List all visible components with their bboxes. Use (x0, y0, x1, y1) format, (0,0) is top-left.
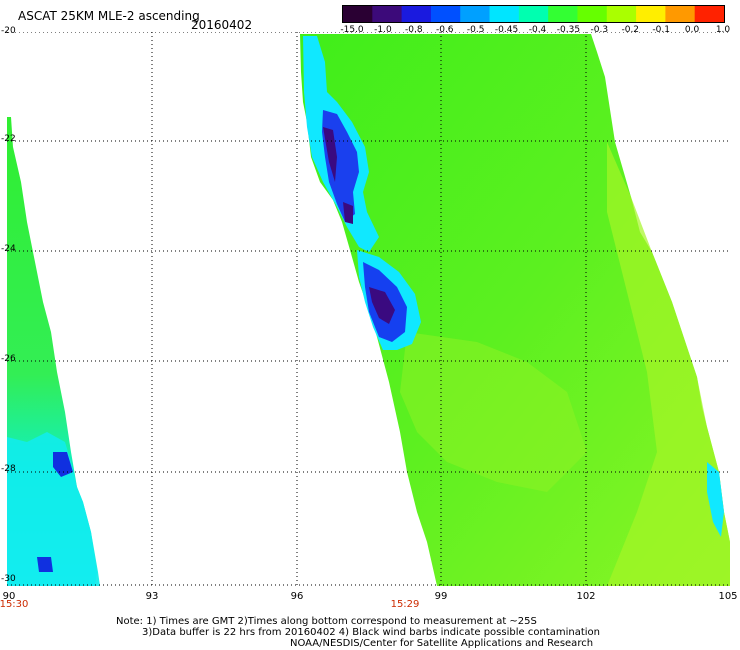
left-swath-cyan (7, 432, 97, 586)
latitude-label: -22 (1, 134, 16, 144)
colorbar-tick-label: -0.2 (621, 25, 640, 35)
longitude-label: 99 (434, 591, 448, 602)
latitude-label: -24 (1, 244, 16, 254)
colorbar-tick-label: -0.4 (528, 25, 547, 35)
cyan-edge-east (707, 462, 724, 537)
note-line-1: Note: 1) Times are GMT 2)Times along bot… (116, 616, 537, 627)
purple-feature-north (323, 127, 353, 224)
note-line-2: 3)Data buffer is 22 hrs from 20160402 4)… (142, 627, 600, 638)
main-swath (300, 34, 730, 586)
colorbar-swatch (636, 6, 666, 22)
colorbar-tick-label: 0.0 (684, 25, 700, 35)
purple-feature-south (369, 287, 395, 324)
swath-light-region-2 (400, 332, 587, 492)
colorbar-swatch (460, 6, 491, 22)
colorbar-swatch (430, 6, 461, 22)
colorbar-tick-label: -0.8 (405, 25, 423, 35)
latitude-label: -30 (1, 574, 16, 584)
colorbar-swatch (518, 6, 549, 22)
colorbar-tick-label: -0.35 (556, 25, 581, 35)
colorbar-tick-label: -0.6 (435, 25, 454, 35)
longitude-label: 90 (2, 591, 16, 602)
longitude-label: 105 (718, 591, 738, 602)
colorbar-swatch (548, 6, 578, 22)
latitude-label: -20 (1, 26, 16, 36)
colorbar-tick-label: 1.0 (715, 25, 731, 35)
note-line-3: NOAA/NESDIS/Center for Satellite Applica… (290, 638, 594, 649)
colorbar-swatch (694, 6, 724, 22)
colorbar-swatch (401, 6, 432, 22)
colorbar-swatch (606, 6, 637, 22)
colorbar-tick-label: -0.1 (652, 25, 670, 35)
graticule (7, 32, 730, 586)
colorbar-swatch (489, 6, 520, 22)
map-plot (7, 32, 730, 586)
pass-time-west: 15:30 (0, 599, 29, 610)
map-title: ASCAT 25KM MLE-2 ascending (18, 9, 200, 23)
colorbar-swatch (577, 6, 608, 22)
swath-light-region (607, 142, 730, 586)
latitude-label: -26 (1, 354, 16, 364)
colorbar-tick-label: -0.5 (466, 25, 485, 35)
longitude-label: 96 (290, 591, 304, 602)
longitude-label: 102 (576, 591, 596, 602)
colorbar-tick-label: -15.0 (340, 25, 364, 35)
colorbar (342, 5, 725, 23)
map-date: 20160402 (191, 18, 253, 32)
latitude-label: -28 (1, 464, 16, 474)
left-swath-blue (37, 452, 73, 572)
longitude-label: 93 (145, 591, 159, 602)
colorbar-tick-label: -0.3 (590, 25, 609, 35)
colorbar-tick-label: -1.0 (374, 25, 392, 35)
pass-time-east: 15:29 (390, 599, 420, 610)
colorbar-swatch (343, 6, 373, 22)
colorbar-swatch (665, 6, 696, 22)
colorbar-tick-label: -0.45 (494, 25, 519, 35)
colorbar-swatch (372, 6, 403, 22)
